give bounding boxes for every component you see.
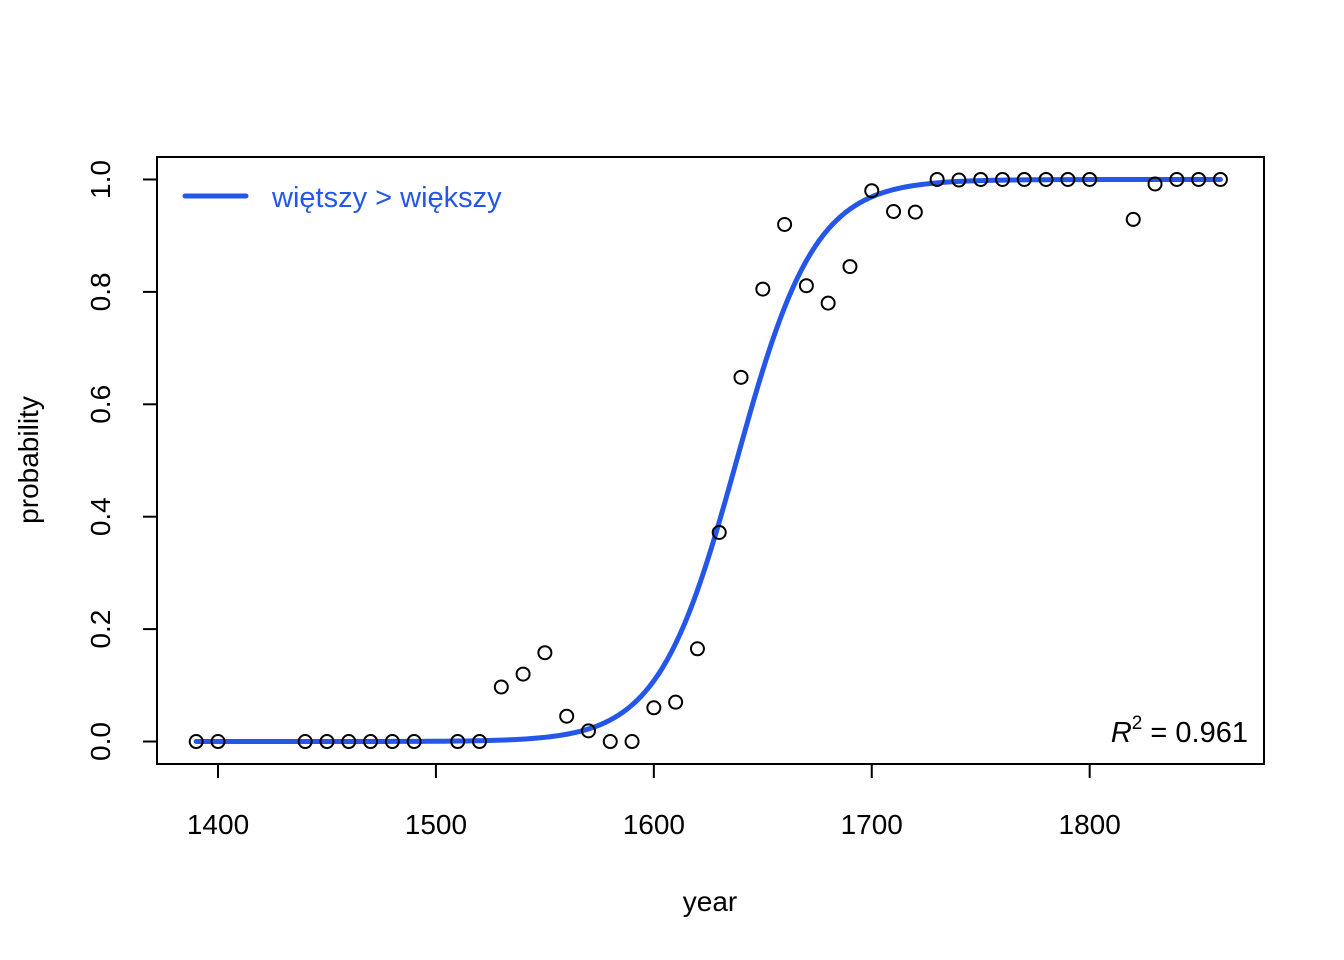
x-tick-label: 1400 bbox=[187, 809, 249, 840]
data-point bbox=[886, 204, 902, 220]
legend-label: więtszy > większy bbox=[271, 182, 502, 214]
fit-curve-layer bbox=[193, 176, 1223, 745]
y-axis-label: probability bbox=[13, 396, 44, 524]
data-point bbox=[559, 708, 575, 724]
data-point bbox=[864, 183, 880, 199]
data-point bbox=[711, 524, 727, 540]
y-tick-label: 0.8 bbox=[85, 272, 116, 311]
y-axis: 0.0 0.2 0.4 0.6 0.8 1.0 bbox=[85, 160, 158, 761]
data-point bbox=[297, 734, 313, 750]
x-axis: 1400 1500 1600 1700 1800 bbox=[187, 763, 1121, 840]
data-point bbox=[537, 645, 553, 661]
data-point bbox=[1191, 171, 1207, 187]
data-point bbox=[493, 679, 509, 695]
data-point bbox=[1038, 171, 1054, 187]
data-point bbox=[951, 172, 967, 188]
data-point bbox=[1016, 171, 1032, 187]
data-point bbox=[1212, 171, 1228, 187]
data-point bbox=[580, 723, 596, 739]
data-point bbox=[755, 281, 771, 297]
data-point bbox=[995, 171, 1011, 187]
r-squared-exponent: 2 bbox=[1132, 713, 1143, 734]
data-point bbox=[973, 171, 989, 187]
r-squared-symbol: R bbox=[1111, 717, 1132, 749]
data-point bbox=[1169, 171, 1185, 187]
data-point bbox=[689, 641, 705, 657]
data-point bbox=[406, 734, 422, 750]
data-point bbox=[1125, 211, 1141, 227]
data-points bbox=[188, 171, 1228, 750]
data-point bbox=[341, 734, 357, 750]
data-point bbox=[798, 278, 814, 294]
data-point bbox=[777, 216, 793, 232]
data-point bbox=[1082, 171, 1098, 187]
y-tick-label: 0.6 bbox=[85, 385, 116, 424]
plot-border bbox=[156, 156, 1265, 765]
data-point bbox=[1147, 176, 1163, 192]
y-tick-label: 1.0 bbox=[85, 160, 116, 199]
r-squared-value: = 0.961 bbox=[1142, 717, 1248, 749]
data-point bbox=[646, 700, 662, 716]
plot-frame bbox=[156, 156, 1265, 765]
data-point bbox=[842, 259, 858, 275]
data-point bbox=[668, 694, 684, 710]
data-point bbox=[820, 295, 836, 311]
fit-curve bbox=[193, 176, 1223, 745]
y-tick-label: 0.2 bbox=[85, 610, 116, 649]
data-point bbox=[363, 734, 379, 750]
data-point bbox=[602, 734, 618, 750]
x-axis-label: year bbox=[683, 886, 737, 917]
legend: więtszy > większy bbox=[182, 182, 502, 214]
data-point bbox=[319, 734, 335, 750]
data-point bbox=[907, 204, 923, 220]
r-squared-annotation: R2 = 0.961 bbox=[1111, 713, 1248, 749]
data-point bbox=[450, 734, 466, 750]
x-tick-label: 1600 bbox=[623, 809, 685, 840]
x-tick-label: 1500 bbox=[405, 809, 467, 840]
data-point bbox=[624, 734, 640, 750]
data-point bbox=[384, 734, 400, 750]
data-point bbox=[733, 369, 749, 385]
data-point bbox=[515, 666, 531, 682]
y-tick-label: 0.0 bbox=[85, 722, 116, 761]
data-point bbox=[188, 734, 204, 750]
x-tick-label: 1700 bbox=[841, 809, 903, 840]
data-point bbox=[1060, 171, 1076, 187]
y-tick-label: 0.4 bbox=[85, 497, 116, 536]
data-point bbox=[929, 171, 945, 187]
x-tick-label: 1800 bbox=[1059, 809, 1121, 840]
data-point bbox=[210, 734, 226, 750]
data-point bbox=[472, 734, 488, 750]
